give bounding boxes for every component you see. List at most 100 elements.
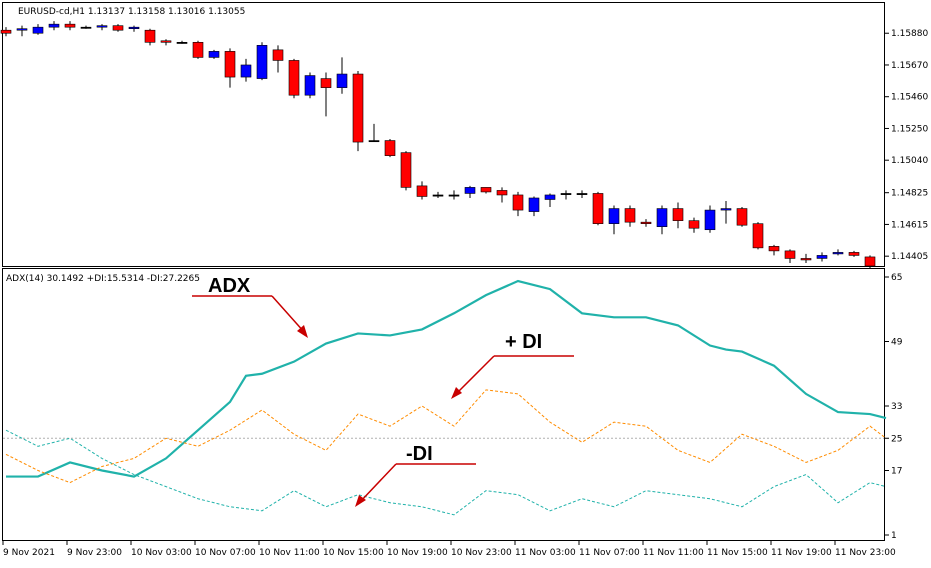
time-tick-label: 11 Nov 15:00 [707, 548, 768, 558]
candle-body [288, 60, 300, 96]
candle [144, 28, 156, 46]
candle-body [128, 26, 140, 29]
candle-body [304, 75, 316, 96]
candle [512, 191, 524, 217]
candle [752, 222, 764, 250]
candle [608, 205, 620, 235]
annotation-adx-arrow [271, 295, 306, 334]
candle [336, 57, 348, 94]
candle [240, 58, 252, 82]
candle-body [160, 40, 172, 43]
time-tick-label: 9 Nov 23:00 [67, 548, 122, 558]
annotations: ADX + DI -DI [192, 275, 574, 507]
series-line-plusminus-di [5, 389, 887, 484]
candle [176, 40, 188, 44]
time-tick-label: 10 Nov 15:00 [323, 548, 384, 558]
candle [784, 249, 796, 263]
candles [0, 21, 876, 270]
candle-body [528, 197, 540, 212]
adx-tick-label: 33 [891, 402, 902, 412]
candle [304, 72, 316, 99]
candle-body [96, 25, 108, 28]
candle [400, 151, 412, 191]
candle [352, 71, 364, 152]
candle-body [496, 190, 508, 196]
candle-body [240, 64, 252, 78]
candle-body [864, 256, 876, 267]
time-tick-label: 11 Nov 11:00 [643, 548, 704, 558]
candle-body [784, 250, 796, 259]
candle-body [736, 208, 748, 226]
candle [48, 21, 60, 31]
candle-body [832, 252, 844, 255]
candle-body [656, 208, 668, 228]
candle [80, 25, 92, 29]
annotation-minus-di-arrow [359, 463, 397, 503]
price-tick-label: 1.14825 [891, 189, 928, 199]
candle [720, 201, 732, 224]
candle-body [32, 26, 44, 34]
candle [768, 244, 780, 256]
candle-body [544, 194, 556, 200]
candle-body [320, 78, 332, 88]
candle [224, 48, 236, 88]
candle [416, 181, 428, 200]
candle-body [400, 152, 412, 188]
candle [576, 190, 588, 198]
price-pane-frame [2, 2, 885, 267]
adx-tick-label: 17 [891, 467, 902, 477]
adx-axis: 65 49 33 25 17 1 [3, 273, 903, 541]
candle-body [432, 194, 444, 197]
candle-body [720, 208, 732, 211]
candle-body [224, 51, 236, 78]
candle [496, 187, 508, 203]
candle [208, 49, 220, 59]
annotation-plus-di-arrowhead [451, 387, 462, 399]
candle-body [448, 194, 460, 197]
candle-body [208, 51, 220, 58]
candle [848, 250, 860, 257]
candle [16, 25, 28, 37]
adx-tick-label: 1 [891, 531, 897, 541]
candle-body [192, 41, 204, 58]
candle [432, 191, 444, 198]
price-tick-label: 1.15670 [891, 61, 928, 71]
candle [272, 45, 284, 73]
candle [688, 217, 700, 233]
candle-body [576, 193, 588, 195]
time-tick-label: 11 Nov 19:00 [771, 548, 832, 558]
candle [704, 205, 716, 233]
candle [320, 72, 332, 117]
candle [192, 40, 204, 59]
candle-body [256, 45, 268, 79]
annotation-minus-di-arrowhead [355, 495, 366, 507]
annotation-adx-arrowhead [297, 325, 308, 338]
price-tick-label: 1.15460 [891, 93, 928, 103]
time-tick-label: 10 Nov 19:00 [387, 548, 448, 558]
candle-body [608, 208, 620, 224]
candle-body [272, 49, 284, 61]
time-tick-label: 10 Nov 23:00 [451, 548, 512, 558]
candle [0, 27, 12, 37]
price-chart-title: EURUSD-cd,H1 1.13137 1.13158 1.13016 1.1… [18, 7, 245, 17]
candle-body [768, 246, 780, 252]
adx-pane: ADX(14) 30.1492 +DI:15.5314 -DI:27.2265 … [2, 268, 903, 541]
series-line-minus-di [5, 429, 887, 516]
candle [64, 21, 76, 31]
candle-body [48, 23, 60, 28]
candle [640, 219, 652, 227]
candle-body [176, 41, 188, 44]
adx-indicator-title: ADX(14) 30.1492 +DI:15.5314 -DI:27.2265 [6, 274, 200, 284]
price-tick-label: 1.15040 [891, 156, 928, 166]
candle-body [352, 73, 364, 143]
price-tick-label: 1.14405 [891, 252, 928, 262]
adx-tick-label: 25 [891, 434, 902, 444]
annotation-adx-label: ADX [208, 275, 251, 297]
time-tick-label: 11 Nov 23:00 [835, 548, 896, 558]
candle [32, 24, 44, 35]
candle-body [800, 258, 812, 261]
candle-body [512, 194, 524, 211]
candle-body [688, 220, 700, 229]
candle-body [560, 193, 572, 195]
